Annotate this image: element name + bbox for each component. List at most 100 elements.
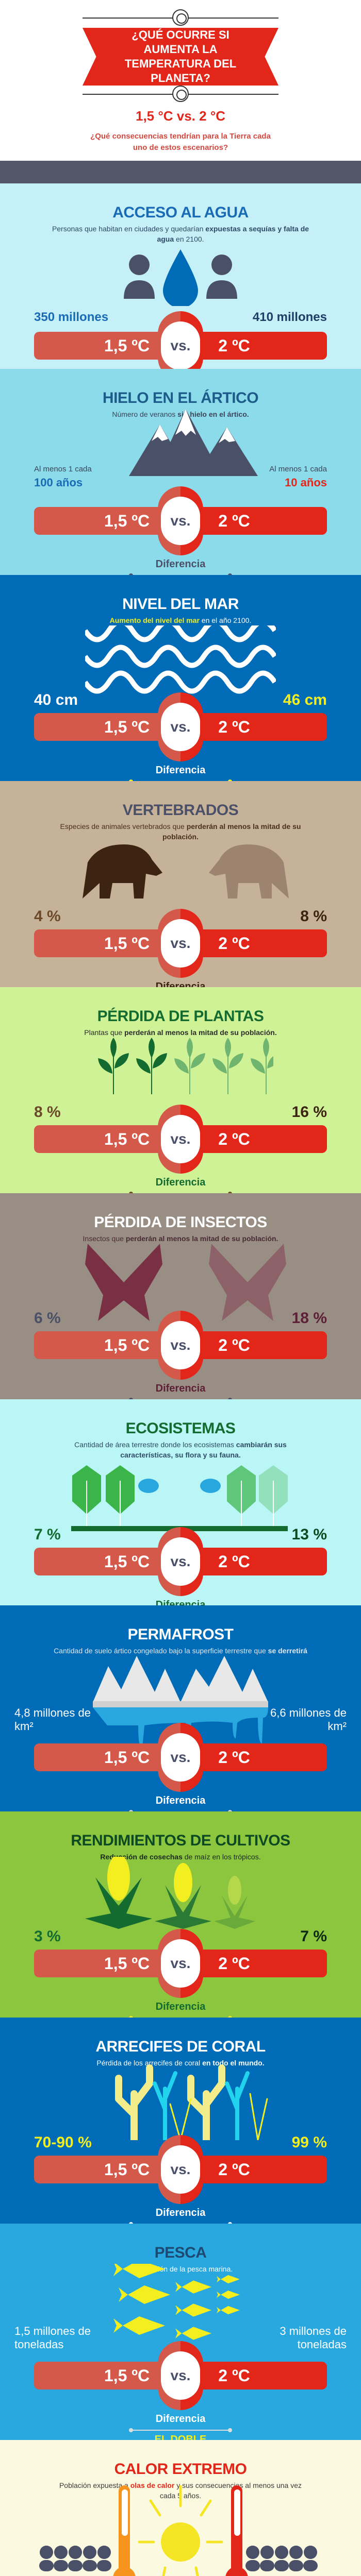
melting-ice-mountains-icon	[93, 1656, 268, 1749]
left-value: 4 %	[34, 908, 61, 925]
temperature-bar: 1,5 ºC 2 ºC vs.	[34, 486, 327, 555]
section-description: Personas que habitan en ciudades y queda…	[52, 225, 309, 243]
left-temperature: 1,5 ºC	[104, 2366, 150, 2385]
coral-icon	[103, 2063, 268, 2144]
difference-label: Diferencia	[155, 2413, 206, 2425]
right-temperature: 2 ºC	[218, 1748, 250, 1767]
right-temperature: 2 ºC	[218, 2160, 250, 2179]
difference-label: Diferencia	[155, 1177, 206, 1188]
right-temperature: 2 ºC	[218, 1130, 250, 1148]
temperature-bar: 1,5 ºC 2 ºC vs.	[34, 1929, 327, 1998]
section-description: Cantidad de área terrestre donde los eco…	[74, 1440, 287, 1459]
difference-label: Diferencia	[155, 2207, 206, 2218]
right-prefix: Al menos 1 cada	[269, 465, 327, 473]
mountains-snowflakes-icon	[98, 409, 263, 479]
left-value: 7 %	[34, 1526, 61, 1543]
difference-divider	[129, 2428, 232, 2432]
subtitle-question: ¿Qué consecuencias tendrían para la Tier…	[90, 132, 271, 152]
bear-icon	[72, 842, 289, 911]
left-temperature: 1,5 ºC	[104, 1130, 150, 1148]
difference-label: Diferencia	[155, 558, 206, 570]
comparison-stage: 40 cm 46 cm 1,5 ºC 2 ºC vs. Diferencia 6…	[0, 619, 361, 781]
temperature-bar: 1,5 ºC 2 ºC vs.	[34, 692, 327, 761]
temperature-bar: 1,5 ºC 2 ºC vs.	[34, 909, 327, 978]
left-temperature: 1,5 ºC	[104, 934, 150, 953]
left-value: 70-90 %	[34, 2134, 92, 2151]
section-vertebrados: VERTEBRADOS Especies de animales vertebr…	[0, 781, 361, 987]
section-description: Número de veranos sin hielo en el ártico…	[112, 410, 249, 418]
left-value: 4,8 millones de km²	[14, 1706, 91, 1733]
section-mar: NIVEL DEL MAR Aumento del nivel del mar …	[0, 575, 361, 781]
left-temperature: 1,5 ºC	[104, 718, 150, 736]
trees-clouds-icon	[71, 1465, 288, 1535]
section-title: CALOR EXTREMO	[114, 2461, 247, 2478]
comparison-stage: 1,5 millones de toneladas 3 millones de …	[0, 2260, 361, 2440]
left-temperature: 1,5 ºC	[104, 512, 150, 530]
comparison-stage: 7 % 13 % 1,5 ºC 2 ºC vs. Diferencia 1,86…	[0, 1465, 361, 1605]
right-temperature: 2 ºC	[218, 336, 250, 355]
difference-label: Diferencia	[155, 1599, 206, 1605]
right-temperature: 2 ºC	[218, 718, 250, 736]
corn-icon	[85, 1854, 260, 1931]
right-temperature: 2 ºC	[218, 1336, 250, 1354]
water-drop-people-icon	[113, 249, 248, 309]
right-temperature: 2 ºC	[218, 934, 250, 953]
vs-badge: vs.	[161, 919, 200, 968]
comparison-stage: 4,8 millones de km² 6,6 millones de km² …	[0, 1656, 361, 1811]
left-value: 3 %	[34, 1928, 61, 1945]
section-artico: HIELO EN EL ÁRTICO Número de veranos sin…	[0, 369, 361, 575]
section-title: PESCA	[154, 2244, 207, 2261]
comparison-stage: Al menos 1 cada Al menos 1 cada 100 años…	[0, 409, 361, 575]
section-ecosistemas: ECOSISTEMAS Cantidad de área terrestre d…	[0, 1399, 361, 1605]
section-description: Insectos que perderán al menos la mitad …	[83, 1234, 278, 1243]
section-title: ARRECIFES DE CORAL	[95, 2038, 266, 2055]
left-temperature: 1,5 ºC	[104, 1748, 150, 1767]
difference-label: Diferencia	[155, 765, 206, 776]
section-description: Especies de animales vertebrados que per…	[60, 822, 301, 841]
section-title: HIELO EN EL ÁRTICO	[102, 389, 259, 406]
vs-badge: vs.	[161, 321, 200, 369]
section-insectos: PÉRDIDA DE INSECTOS Insectos que perderá…	[0, 1193, 361, 1399]
section-title: ACCESO AL AGUA	[112, 204, 249, 221]
difference-label: Diferencia	[155, 1383, 206, 1394]
section-description: Cantidad de suelo ártico congelado bajo …	[54, 1647, 307, 1655]
section-permafrost: PERMAFROST Cantidad de suelo ártico cong…	[0, 1605, 361, 1811]
section-title: VERTEBRADOS	[122, 802, 239, 819]
right-value: 3 millones de toneladas	[280, 2325, 347, 2351]
temperature-bar: 1,5 ºC 2 ºC vs.	[34, 2341, 327, 2410]
vs-badge: vs.	[161, 1537, 200, 1586]
section-description: Aumento del nivel del mar en el año 2100…	[109, 616, 252, 624]
vs-badge: vs.	[161, 497, 200, 545]
right-value: 13 %	[291, 1526, 327, 1543]
section-description: Plantas que perderán al menos la mitad d…	[84, 1028, 277, 1037]
fish-school-icon	[103, 2260, 248, 2344]
vs-badge: vs.	[161, 1733, 200, 1782]
difference-label: Diferencia	[155, 1795, 206, 1806]
right-value: 46 cm	[283, 691, 327, 708]
section-cultivos: RENDIMIENTOS DE CULTIVOS Reducción de co…	[0, 1811, 361, 2018]
left-value: 40 cm	[34, 691, 78, 708]
right-value: 7 %	[300, 1928, 327, 1945]
comparison-title: 1,5 °C vs. 2 °C	[136, 108, 225, 124]
section-title: PERMAFROST	[127, 1626, 234, 1643]
difference-label: Diferencia	[155, 2001, 206, 2012]
left-temperature: 1,5 ºC	[104, 1552, 150, 1571]
right-value: 18 %	[291, 1310, 327, 1327]
right-temperature: 2 ºC	[218, 512, 250, 530]
section-agua: ACCESO AL AGUA Personas que habitan en c…	[0, 183, 361, 369]
right-value: 10 años	[285, 476, 327, 489]
temperature-bar: 1,5 ºC 2 ºC vs.	[34, 1311, 327, 1380]
right-temperature: 2 ºC	[218, 1552, 250, 1571]
header: ¿QUÉ OCURRE SI AUMENTA LA TEMPERATURA DE…	[0, 0, 361, 161]
left-temperature: 1,5 ºC	[104, 2160, 150, 2179]
comparison-stage: 6 % 18 % 1,5 ºC 2 ºC vs. Diferencia EL T…	[0, 1244, 361, 1399]
vs-badge: vs.	[161, 703, 200, 751]
comparison-stage: 350 millones 410 millones 1,5 ºC 2 ºC vs…	[0, 249, 361, 369]
comparison-stage: 70-90 % 99 % 1,5 ºC 2 ºC vs. Diferencia …	[0, 2064, 361, 2224]
right-value: 8 %	[300, 908, 327, 925]
temperature-bar: 1,5 ºC 2 ºC vs.	[34, 1527, 327, 1596]
comparison-stage: 8 % 16 % 1,5 ºC 2 ºC vs. Diferencia EL D…	[0, 1038, 361, 1193]
vs-badge: vs.	[161, 1115, 200, 1163]
section-title: ECOSISTEMAS	[125, 1420, 236, 1437]
section-pesca: PESCA Disminución de la pesca marina. 1,…	[0, 2224, 361, 2440]
